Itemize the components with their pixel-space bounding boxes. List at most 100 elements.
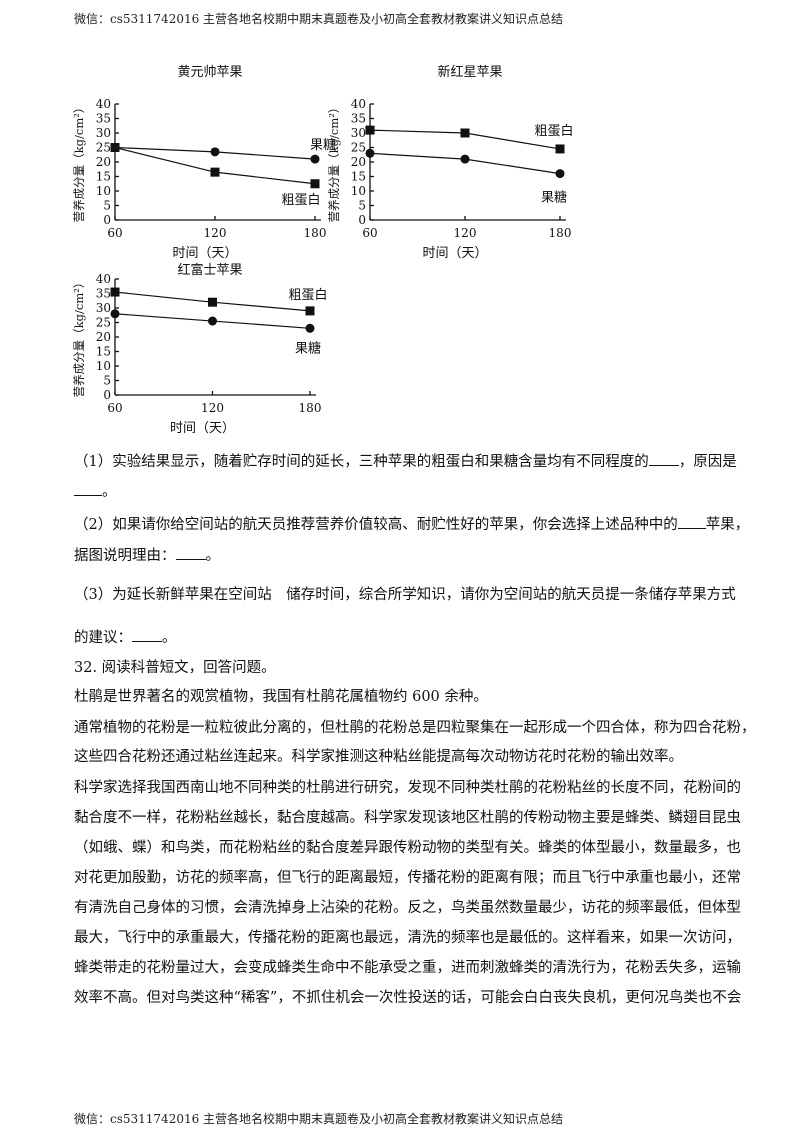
question-32-heading: 32. 阅读科普短文，回答问题。 (74, 660, 276, 676)
x-tick-label: 60 (107, 226, 122, 240)
q1-text-b: ，原因是 (678, 454, 737, 470)
y-tick-label: 35 (96, 112, 111, 126)
page-footer: 微信：cs5311742016 主营各地名校期中期末真题卷及小初高全套教材教案讲… (74, 1112, 564, 1126)
passage-line: 有清洗自己身体的习惯，会清洗掉身上沾染的花粉。反之，鸟类虽然数量最少，访花的频率… (74, 900, 741, 916)
y-tick-label: 20 (351, 155, 366, 169)
q2-text-b: 苹果， (705, 517, 750, 533)
chart-title: 红富士苹果 (177, 262, 242, 278)
x-tick-label: 120 (204, 226, 227, 240)
q1-text-c: 。 (102, 484, 117, 500)
question-1-line2: 。 (74, 480, 117, 501)
q2-text-a: （2）如果请你给空间站的航天员推荐营养价值较高、耐贮性好的苹果，你会选择上述品种… (74, 517, 678, 533)
x-tick-label: 60 (107, 401, 122, 415)
y-tick-label: 0 (358, 213, 366, 227)
y-tick-label: 40 (96, 272, 111, 286)
passage-line: 科学家选择我国西南山地不同种类的杜鹃进行研究，发现不同种类杜鹃的花粉粘丝的长度不… (74, 780, 741, 796)
y-tick-label: 40 (96, 97, 111, 111)
y-tick-label: 10 (351, 184, 366, 198)
data-point-square (305, 306, 315, 316)
y-tick-label: 5 (103, 374, 111, 388)
y-tick-label: 30 (351, 126, 366, 140)
series-label: 粗蛋白 (534, 123, 573, 139)
data-point-circle (110, 309, 120, 319)
data-point-square (210, 167, 220, 177)
y-tick-label: 10 (96, 184, 111, 198)
passage-line: 通常植物的花粉是一粒粒彼此分离的，但杜鹃的花粉总是四粒聚集在一起形成一个四合体，… (74, 720, 756, 736)
chart-hongfushi: 红富士苹果 0 5 10 15 20 25 30 35 40 60 120 180 时间（天） 营养成分量（… (60, 262, 360, 442)
passage-line: 蜂类带走的花粉量过大，会变成蜂类生命中不能承受之重，进而刺激蜂类的清洗行为，花粉… (74, 960, 741, 976)
series-label: 粗蛋白 (281, 192, 320, 208)
passage-line: 黏合度不一样，花粉粘丝越长，黏合度越高。科学家发现该地区杜鹃的传粉动物主要是蜂类… (74, 810, 741, 826)
data-point-circle (208, 316, 217, 326)
data-point-square (110, 287, 120, 297)
y-tick-label: 15 (351, 170, 366, 184)
data-point-circle (310, 154, 320, 164)
x-axis-label: 时间（天） (170, 421, 235, 436)
passage-line: （如蛾、蝶）和鸟类，而花粉粘丝的黏合度差异跟传粉动物的类型有关。蜂类的体型最小，… (74, 840, 741, 856)
y-tick-label: 25 (96, 141, 111, 155)
data-point-square (310, 179, 320, 189)
y-tick-label: 35 (351, 112, 366, 126)
y-tick-label: 20 (96, 330, 111, 344)
series-label: 果糖 (295, 340, 321, 356)
q3-text-a: （3）为延长新鲜苹果在空间站 储存时间，综合所学知识，请你为空间站的航天员提一条… (74, 587, 736, 603)
x-tick-label: 180 (549, 226, 572, 240)
question-3-line2: 的建议： 。 (74, 626, 177, 647)
y-tick-label: 0 (103, 388, 111, 402)
x-tick-label: 120 (201, 401, 224, 415)
x-tick-label: 180 (304, 226, 327, 240)
q2-text-d: 。 (205, 548, 221, 564)
data-point-circle (305, 323, 315, 333)
chart-title: 黄元帅苹果 (177, 65, 242, 80)
data-point-circle (210, 147, 220, 157)
y-tick-label: 25 (96, 316, 111, 330)
q2-blank-1[interactable] (677, 528, 706, 529)
x-axis-label: 时间（天） (422, 246, 487, 261)
question-2-line1: （2）如果请你给空间站的航天员推荐营养价值较高、耐贮性好的苹果，你会选择上述品种… (74, 513, 749, 534)
question-1-line1: （1）实验结果显示，随着贮存时间的延长，三种苹果的粗蛋白和果糖含量均有不同程度的… (74, 450, 737, 471)
y-tick-label: 25 (351, 141, 366, 155)
chart-title: 新红星苹果 (437, 64, 502, 80)
x-tick-label: 120 (454, 226, 477, 240)
y-axis-label: 营养成分量（kg/cm²） (327, 102, 341, 223)
series-label: 果糖 (310, 137, 336, 153)
data-point-circle (460, 154, 470, 164)
x-axis-label: 时间（天） (172, 246, 237, 261)
y-tick-label: 40 (351, 97, 366, 111)
series-label: 果糖 (541, 190, 567, 206)
x-tick-label: 60 (362, 226, 377, 240)
passage-line: 效率不高。但对鸟类这种“稀客”，不抓住机会一次性投送的话，可能会白白丧失良机，更… (74, 990, 742, 1006)
q1-blank-1[interactable] (648, 465, 679, 466)
q3-blank-1[interactable] (132, 641, 162, 642)
passage-line: 这些四合花粉还通过粘丝连起来。科学家推测这种粘丝能提高每次动物访花时花粉的输出效… (74, 749, 683, 765)
y-axis-label: 营养成分量（kg/cm²） (72, 277, 86, 398)
y-axis-label: 营养成分量（kg/cm²） (72, 102, 86, 223)
y-tick-label: 20 (96, 155, 111, 169)
y-tick-label: 15 (96, 345, 111, 359)
data-point-square (365, 125, 375, 135)
y-tick-label: 0 (103, 213, 111, 227)
y-tick-label: 15 (96, 170, 111, 184)
q1-blank-2[interactable] (74, 495, 102, 496)
chart-xinhongxing: 新红星苹果 0 5 10 15 20 25 30 35 40 60 120 180 时间（天） 营养成分量（… (327, 60, 630, 261)
q3-text-b: 的建议： (74, 630, 132, 646)
y-tick-label: 5 (358, 199, 366, 213)
q1-text-a: （1）实验结果显示，随着贮存时间的延长，三种苹果的粗蛋白和果糖含量均有不同程度的 (74, 454, 649, 470)
series-label: 粗蛋白 (288, 287, 327, 303)
y-tick-label: 35 (96, 287, 111, 301)
passage-line: 杜鹃是世界著名的观赏植物，我国有杜鹃花属植物约 600 余种。 (74, 689, 488, 705)
q2-blank-2[interactable] (175, 559, 206, 560)
y-tick-label: 5 (103, 199, 111, 213)
y-tick-label: 30 (96, 126, 111, 140)
y-tick-label: 30 (96, 301, 111, 315)
data-point-square (460, 128, 470, 138)
y-tick-label: 10 (96, 359, 111, 373)
q2-text-c: 据图说明理由： (74, 548, 176, 564)
passage-line: 最大，飞行中的承重最大，传播花粉的距离也最远，清洗的频率也是最低的。这样看来，如… (74, 930, 741, 946)
question-2-line2: 据图说明理由： 。 (74, 544, 220, 565)
data-point-circle (365, 148, 375, 158)
page-header: 微信：cs5311742016 主营各地名校期中期末真题卷及小初高全套教材教案讲… (74, 12, 564, 26)
data-point-circle (555, 169, 565, 179)
question-3-line1: （3）为延长新鲜苹果在空间站 储存时间，综合所学知识，请你为空间站的航天员提一条… (74, 583, 736, 604)
data-point-square (555, 144, 565, 154)
